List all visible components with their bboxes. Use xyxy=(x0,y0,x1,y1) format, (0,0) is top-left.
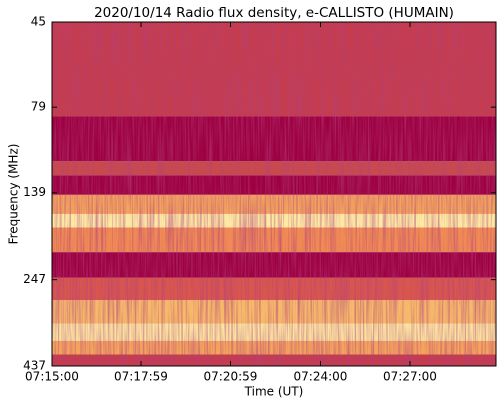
x-tick-label: 07:20:59 xyxy=(204,370,258,384)
y-tick-label: 139 xyxy=(23,185,46,199)
x-tick-label: 07:27:00 xyxy=(383,370,437,384)
x-tick-label: 07:17:59 xyxy=(114,370,168,384)
x-tick-label: 07:15:00 xyxy=(25,370,79,384)
y-tick-label: 437 xyxy=(23,359,46,373)
y-tick-label: 79 xyxy=(31,100,46,114)
x-axis-label: Time (UT) xyxy=(244,385,304,399)
plot-area xyxy=(52,22,496,366)
y-axis-label: Frequency (MHz) xyxy=(7,144,21,245)
chart-title: 2020/10/14 Radio flux density, e-CALLIST… xyxy=(94,5,454,21)
y-tick-label: 247 xyxy=(23,272,46,286)
spectrum-texture xyxy=(52,22,496,366)
x-tick-label: 07:24:00 xyxy=(294,370,348,384)
y-tick-label: 45 xyxy=(31,15,46,29)
plot-frame xyxy=(51,21,497,367)
